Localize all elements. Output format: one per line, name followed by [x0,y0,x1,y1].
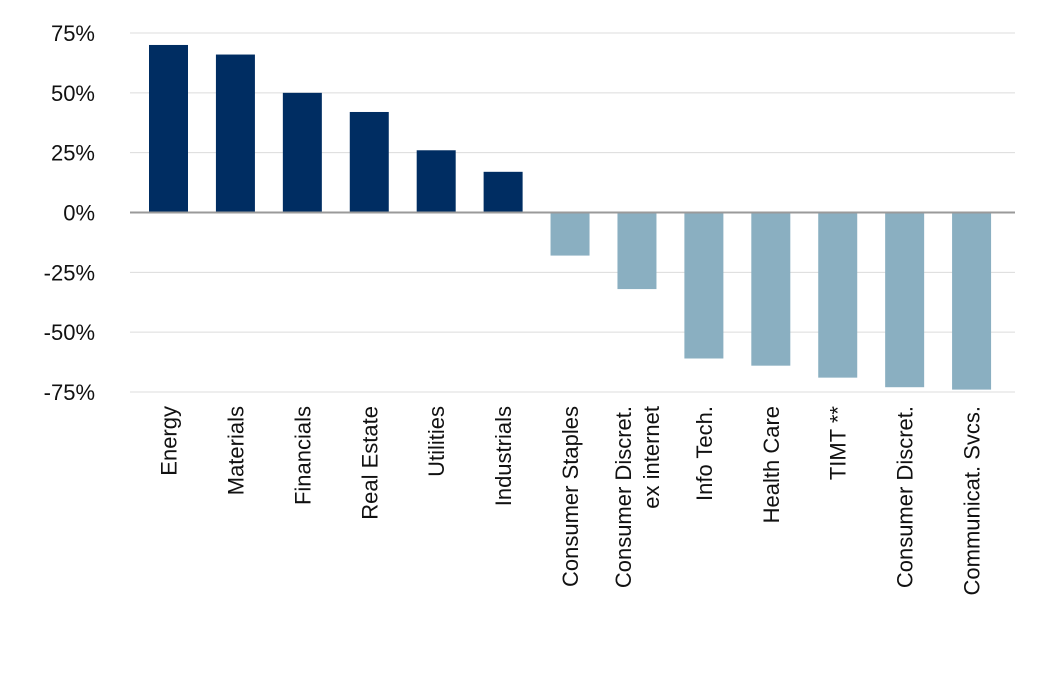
x-tick-label: Materials [223,406,248,495]
bars [149,44,992,390]
bar [215,54,255,213]
x-tick-label-line: Industrials [491,406,516,506]
y-tick-label: -25% [44,260,95,285]
x-tick-label-line: Consumer Discret. [611,406,636,588]
x-tick-label: Communicat. Svcs. [960,406,985,596]
bar [818,212,858,378]
bar [149,44,188,213]
x-tick-label: Industrials [491,406,516,506]
y-tick-label: 25% [51,141,95,166]
bar [349,111,389,213]
x-tick-label-line: Energy [157,406,182,476]
x-tick-label-line: Communicat. Svcs. [960,406,985,596]
x-tick-label: Consumer Discret. [893,406,918,588]
x-tick-label-line: Info Tech. [692,406,717,501]
x-axis-labels: Energy Materials Financials Real Estate Util… [157,406,985,596]
x-tick-label-line: Utilities [424,406,449,477]
x-tick-label-line: Consumer Discret. [893,406,918,588]
x-tick-label: Health Care [759,406,784,523]
bar [751,212,791,366]
x-tick-label-line: Financials [290,406,315,505]
x-tick-label: Consumer Discret. ex internet [611,406,664,588]
bar [550,212,590,256]
y-tick-label: -75% [44,380,95,405]
x-tick-label: Real Estate [357,406,382,520]
x-tick-label-line: Consumer Staples [558,406,583,587]
x-tick-label-line: Health Care [759,406,784,523]
x-tick-label: Consumer Staples [558,406,583,587]
y-tick-label: 0% [63,201,95,226]
x-tick-label: TIMT ** [826,406,851,481]
x-tick-label-line: Materials [223,406,248,495]
bar [885,212,925,388]
x-tick-label: Info Tech. [692,406,717,501]
x-tick-label: Energy [157,406,182,476]
bar [416,150,456,213]
bar [483,171,523,213]
gridlines [130,32,1015,393]
x-tick-label-line: TIMT ** [826,406,851,481]
x-tick-label: Utilities [424,406,449,477]
y-tick-label: 75% [51,21,95,46]
x-tick-label-line: Real Estate [357,406,382,520]
bar [617,212,657,290]
y-tick-label: 50% [51,81,95,106]
y-axis-ticks: 75% 50% 25% 0% -25% -50% -75% [44,21,95,405]
y-tick-label: -50% [44,320,95,345]
x-tick-label-line: ex internet [639,406,664,509]
bar [684,212,724,359]
bar [282,92,322,213]
x-tick-label: Financials [290,406,315,505]
bar [952,212,992,390]
